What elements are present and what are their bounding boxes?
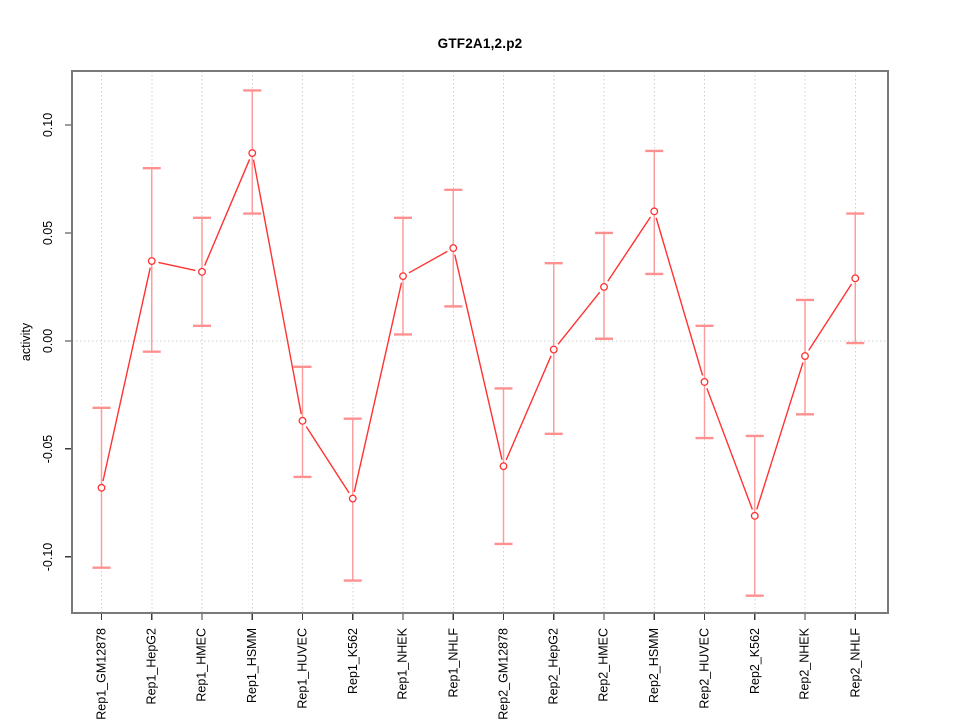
x-tick-label: Rep2_HSMM bbox=[647, 628, 662, 704]
data-point bbox=[198, 267, 206, 276]
x-tick-label: Rep1_NHEK bbox=[396, 628, 410, 700]
series-line-segment bbox=[557, 291, 601, 345]
data-point bbox=[700, 377, 709, 386]
series-line-segment bbox=[808, 283, 853, 351]
x-tick-label: Rep2_HepG2 bbox=[546, 628, 561, 705]
x-tick-label: Rep1_HUVEC bbox=[295, 628, 310, 709]
x-tick-label: Rep2_K562 bbox=[747, 628, 762, 695]
data-point bbox=[399, 272, 407, 281]
x-tick-label: Rep2_HUVEC bbox=[697, 628, 712, 709]
series-line-segment bbox=[408, 250, 448, 274]
x-tick-label: Rep2_GM12878 bbox=[496, 628, 511, 720]
series-line-segment bbox=[158, 261, 196, 272]
data-point bbox=[499, 462, 508, 471]
series-line-segment bbox=[204, 159, 251, 266]
series-line-segment bbox=[505, 355, 552, 461]
x-tick-label: Rep2_NHEK bbox=[798, 628, 812, 700]
y-tick-label: 0.05 bbox=[41, 220, 55, 246]
y-tick-label: -0.05 bbox=[41, 434, 55, 464]
data-point bbox=[449, 244, 458, 253]
x-tick-label: Rep1_NHLF bbox=[446, 628, 461, 698]
y-axis-title: activity bbox=[19, 322, 33, 362]
series-line-segment bbox=[706, 388, 754, 510]
series-line-segment bbox=[353, 282, 403, 493]
series-line-segment bbox=[756, 362, 804, 510]
x-tick-label: Rep2_NHLF bbox=[848, 628, 863, 698]
x-tick-label: Rep1_HepG2 bbox=[144, 628, 159, 705]
data-point bbox=[549, 345, 558, 354]
data-point bbox=[600, 282, 608, 291]
chart-title: GTF2A1,2.p2 bbox=[437, 36, 523, 51]
data-point bbox=[750, 511, 759, 520]
y-tick-label: -0.10 bbox=[41, 542, 55, 572]
y-tick-label: 0.00 bbox=[41, 328, 55, 354]
series-line-segment bbox=[655, 217, 704, 376]
data-point bbox=[248, 149, 257, 158]
y-tick-label: 0.10 bbox=[41, 112, 55, 138]
data-point bbox=[801, 352, 809, 360]
x-tick-label: Rep1_GM12878 bbox=[94, 628, 109, 720]
data-point bbox=[97, 483, 106, 492]
series-line-segment bbox=[607, 216, 652, 282]
plot-frame bbox=[71, 70, 889, 614]
x-tick-label: Rep1_HSMM bbox=[245, 628, 260, 704]
series-line-segment bbox=[252, 159, 302, 415]
data-point bbox=[147, 257, 156, 265]
data-point bbox=[348, 494, 357, 503]
data-point bbox=[650, 207, 659, 216]
series-line-segment bbox=[102, 267, 151, 482]
series-line-segment bbox=[305, 426, 350, 494]
x-tick-label: Rep1_K562 bbox=[345, 628, 360, 695]
series-line-segment bbox=[454, 254, 503, 460]
data-point bbox=[298, 416, 307, 425]
x-tick-label: Rep2_HMEC bbox=[597, 628, 611, 702]
x-tick-label: Rep1_HMEC bbox=[195, 628, 209, 702]
data-point bbox=[851, 274, 860, 283]
